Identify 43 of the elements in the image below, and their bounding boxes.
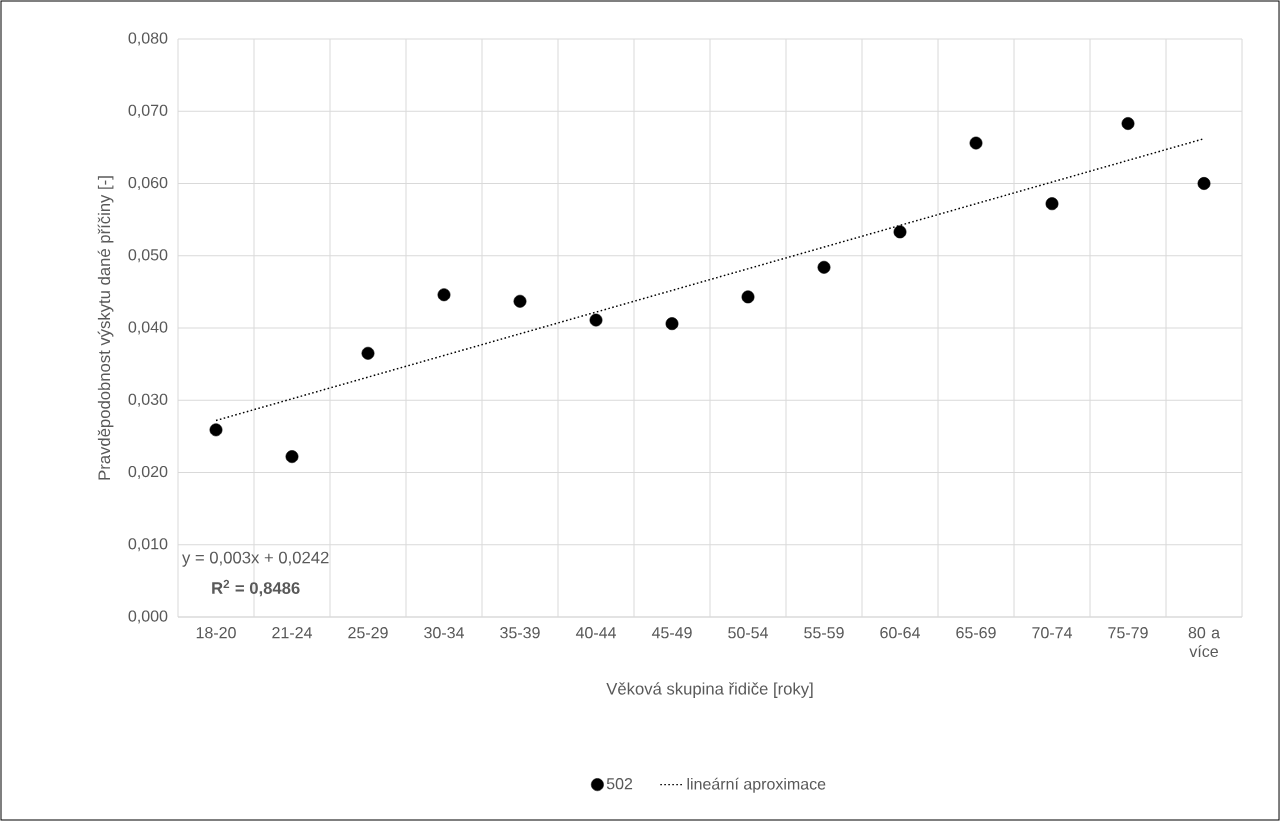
point (361, 346, 375, 360)
point (665, 317, 679, 331)
point (1045, 197, 1059, 211)
x-axis-title: Věková skupina řidiče [roky] (606, 682, 813, 698)
y-tick-label: 0,080 (128, 32, 168, 46)
point (1197, 177, 1211, 190)
y-tick-label: 0,030 (128, 393, 168, 407)
point (893, 225, 907, 239)
x-tick-label: 45-49 (651, 627, 692, 639)
x-tick-label: 25-29 (348, 627, 388, 639)
x-tick-label: 18-20 (196, 627, 236, 639)
x-tick-label: 21-24 (272, 627, 312, 639)
x-tick-label: 55-59 (804, 627, 844, 639)
point (817, 260, 831, 274)
x-tick-label: 50-54 (728, 627, 768, 639)
y-tick-label: 0,070 (128, 104, 168, 118)
x-tick-label: 70-74 (1032, 627, 1072, 639)
point (969, 136, 983, 150)
y-tick-label: 0,000 (128, 610, 168, 624)
text: R$^{2}$ = 0,8486 (212, 579, 300, 597)
point (285, 450, 299, 464)
legend-label: lineární aproximace (687, 777, 826, 793)
point (513, 294, 527, 308)
point (437, 288, 451, 302)
x-tick-label: 35-39 (500, 627, 540, 639)
x-tick-label: 80 a více (1188, 627, 1221, 658)
y-tick-label: 0,010 (128, 538, 168, 552)
annotation: y = 0,003x + 0,0242 (182, 551, 329, 567)
point (1121, 117, 1135, 130)
x-tick-label: 60-64 (880, 627, 920, 639)
y-tick-label: 0,040 (128, 321, 168, 335)
x-tick-label: 40-44 (575, 627, 616, 639)
point (589, 313, 603, 327)
point (741, 290, 755, 304)
x-tick-label: 75-79 (1108, 627, 1148, 639)
point (209, 423, 223, 437)
y-tick-label: 0,050 (128, 249, 168, 263)
y-tick-label: 0,020 (128, 465, 168, 480)
legend-label: 502 (606, 778, 633, 790)
x-tick-label: 30-34 (424, 627, 464, 639)
y-axis-title: Pravděpodobnost výskytu dané příčiny [-] (97, 176, 114, 480)
y-tick-label: 0,060 (128, 176, 168, 191)
x-tick-label: 65-69 (956, 627, 996, 639)
